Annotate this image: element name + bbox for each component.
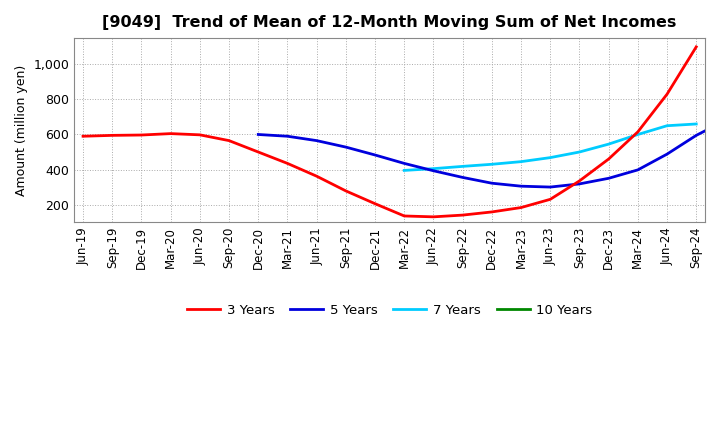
7 Years [634,132,642,137]
7 Years [517,159,526,164]
3 Years [166,131,175,136]
3 Years [78,134,87,139]
5 Years [254,132,263,137]
3 Years [517,205,526,210]
3 Years [546,197,554,202]
3 Years [634,129,642,135]
5 Years [604,176,613,181]
7 Years [662,123,671,128]
Y-axis label: Amount (million yen): Amount (million yen) [15,65,28,196]
3 Years [662,92,671,97]
3 Years [312,173,321,179]
Title: [9049]  Trend of Mean of 12-Month Moving Sum of Net Incomes: [9049] Trend of Mean of 12-Month Moving … [102,15,677,30]
Line: 7 Years: 7 Years [404,124,696,170]
5 Years [371,152,379,158]
5 Years [546,184,554,190]
3 Years [371,201,379,206]
5 Years [517,183,526,189]
3 Years [341,188,350,194]
5 Years [341,144,350,150]
3 Years [604,156,613,161]
5 Years [429,168,438,173]
7 Years [487,161,496,167]
3 Years [459,213,467,218]
7 Years [400,168,408,173]
5 Years [662,151,671,157]
3 Years [254,149,263,154]
Legend: 3 Years, 5 Years, 7 Years, 10 Years: 3 Years, 5 Years, 7 Years, 10 Years [181,299,598,322]
7 Years [692,121,701,127]
5 Years [283,134,292,139]
3 Years [692,44,701,50]
5 Years [634,167,642,172]
3 Years [283,161,292,166]
5 Years [312,138,321,143]
5 Years [692,133,701,138]
3 Years [108,133,117,138]
3 Years [196,132,204,137]
Line: 3 Years: 3 Years [83,47,696,217]
3 Years [575,178,584,183]
7 Years [575,149,584,154]
5 Years [575,181,584,187]
7 Years [429,166,438,171]
5 Years [459,175,467,180]
5 Years [400,161,408,166]
3 Years [429,214,438,220]
5 Years [487,180,496,186]
3 Years [225,138,233,143]
7 Years [546,155,554,160]
3 Years [400,213,408,219]
Line: 5 Years: 5 Years [258,121,720,187]
7 Years [459,164,467,169]
3 Years [137,132,145,138]
7 Years [604,142,613,147]
3 Years [487,209,496,215]
